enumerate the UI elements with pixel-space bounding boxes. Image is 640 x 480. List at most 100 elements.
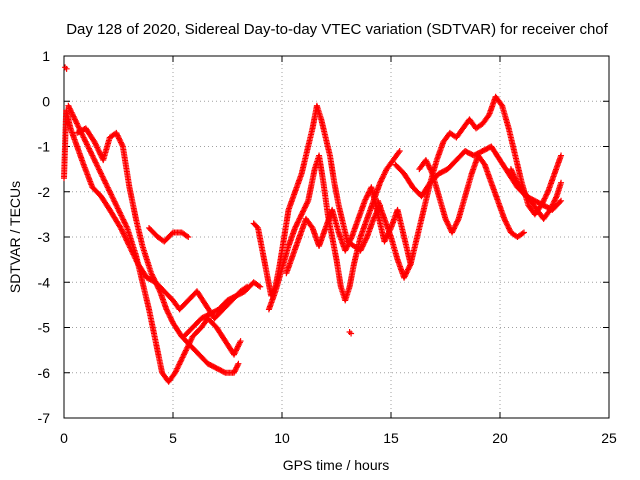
- series-isolated-points: [62, 64, 355, 337]
- data-point: [92, 141, 99, 148]
- data-point: [113, 202, 120, 209]
- data-point: [104, 184, 111, 191]
- data-point: [107, 190, 114, 197]
- data-point: [502, 217, 509, 224]
- data-point: [365, 189, 372, 196]
- data-point: [378, 176, 385, 183]
- x-tick-label: 5: [169, 430, 177, 446]
- data-point: [402, 272, 409, 279]
- data-point: [504, 222, 511, 229]
- data-point: [512, 175, 519, 182]
- data-point: [382, 237, 389, 244]
- data-point: [449, 228, 456, 235]
- data-point: [363, 193, 370, 200]
- data-point: [221, 369, 228, 376]
- data-point: [183, 346, 190, 353]
- x-axis-label: GPS time / hours: [283, 457, 390, 473]
- data-point: [93, 160, 100, 167]
- data-point: [88, 151, 95, 158]
- data-point: [396, 148, 403, 155]
- data-point: [105, 185, 112, 192]
- series-arc-1: [61, 107, 251, 322]
- data-point: [152, 279, 159, 286]
- data-point: [94, 145, 101, 152]
- data-point: [183, 233, 190, 240]
- data-point: [115, 206, 122, 213]
- data-point: [255, 282, 262, 289]
- data-point: [91, 156, 98, 163]
- data-point: [106, 188, 113, 195]
- data-point: [403, 269, 410, 276]
- data-point: [551, 197, 558, 204]
- data-point: [104, 183, 111, 190]
- series-arc-12: [507, 166, 565, 222]
- data-point: [231, 351, 238, 358]
- data-point: [154, 282, 161, 289]
- data-point: [509, 168, 516, 175]
- data-point: [116, 136, 123, 143]
- data-point: [426, 165, 433, 172]
- data-point: [119, 227, 126, 234]
- data-point: [302, 203, 309, 210]
- data-point: [95, 147, 102, 154]
- data-point: [117, 139, 124, 146]
- data-point: [231, 350, 238, 357]
- data-point: [63, 65, 70, 72]
- data-point: [73, 120, 80, 127]
- data-point: [519, 230, 526, 237]
- data-point: [97, 169, 104, 176]
- data-point: [93, 143, 100, 150]
- data-point: [184, 344, 191, 351]
- data-point: [362, 238, 369, 245]
- data-point: [182, 348, 189, 355]
- y-tick-label: -2: [38, 184, 51, 200]
- data-point: [342, 247, 349, 254]
- data-point: [152, 278, 159, 285]
- data-point: [301, 204, 308, 211]
- data-point: [120, 217, 127, 224]
- data-point: [111, 198, 118, 205]
- series-arc-6: [250, 102, 384, 299]
- data-point: [345, 240, 352, 247]
- data-point: [67, 106, 74, 113]
- data-series: [61, 64, 565, 385]
- data-point: [360, 240, 367, 247]
- data-point: [178, 355, 185, 362]
- data-point: [544, 190, 551, 197]
- data-point: [94, 162, 101, 169]
- data-point: [156, 286, 163, 293]
- data-point: [94, 163, 101, 170]
- data-point: [110, 195, 117, 202]
- data-point: [558, 152, 565, 159]
- data-point: [120, 230, 127, 237]
- data-point: [364, 192, 371, 199]
- data-point: [98, 170, 105, 177]
- series-arc-3: [74, 125, 242, 376]
- data-point: [548, 204, 555, 211]
- data-point: [177, 358, 184, 365]
- data-point: [87, 149, 94, 156]
- data-point: [379, 175, 386, 182]
- series-arc-11: [392, 143, 565, 213]
- data-point: [404, 267, 411, 274]
- data-point: [233, 347, 240, 354]
- data-point: [360, 242, 367, 249]
- data-point: [168, 315, 175, 322]
- data-point: [453, 219, 460, 226]
- data-point: [547, 206, 554, 213]
- data-point: [150, 275, 157, 282]
- data-point: [553, 194, 560, 201]
- data-point: [543, 191, 550, 198]
- data-point: [362, 196, 369, 203]
- data-point: [96, 167, 103, 174]
- data-point: [118, 212, 125, 219]
- data-point: [166, 313, 173, 320]
- data-point: [175, 362, 182, 369]
- data-point: [115, 135, 122, 142]
- data-point: [85, 145, 92, 152]
- data-point: [551, 198, 558, 205]
- data-point: [150, 274, 157, 281]
- data-point: [83, 140, 90, 147]
- data-point: [445, 222, 452, 229]
- data-point: [180, 353, 187, 360]
